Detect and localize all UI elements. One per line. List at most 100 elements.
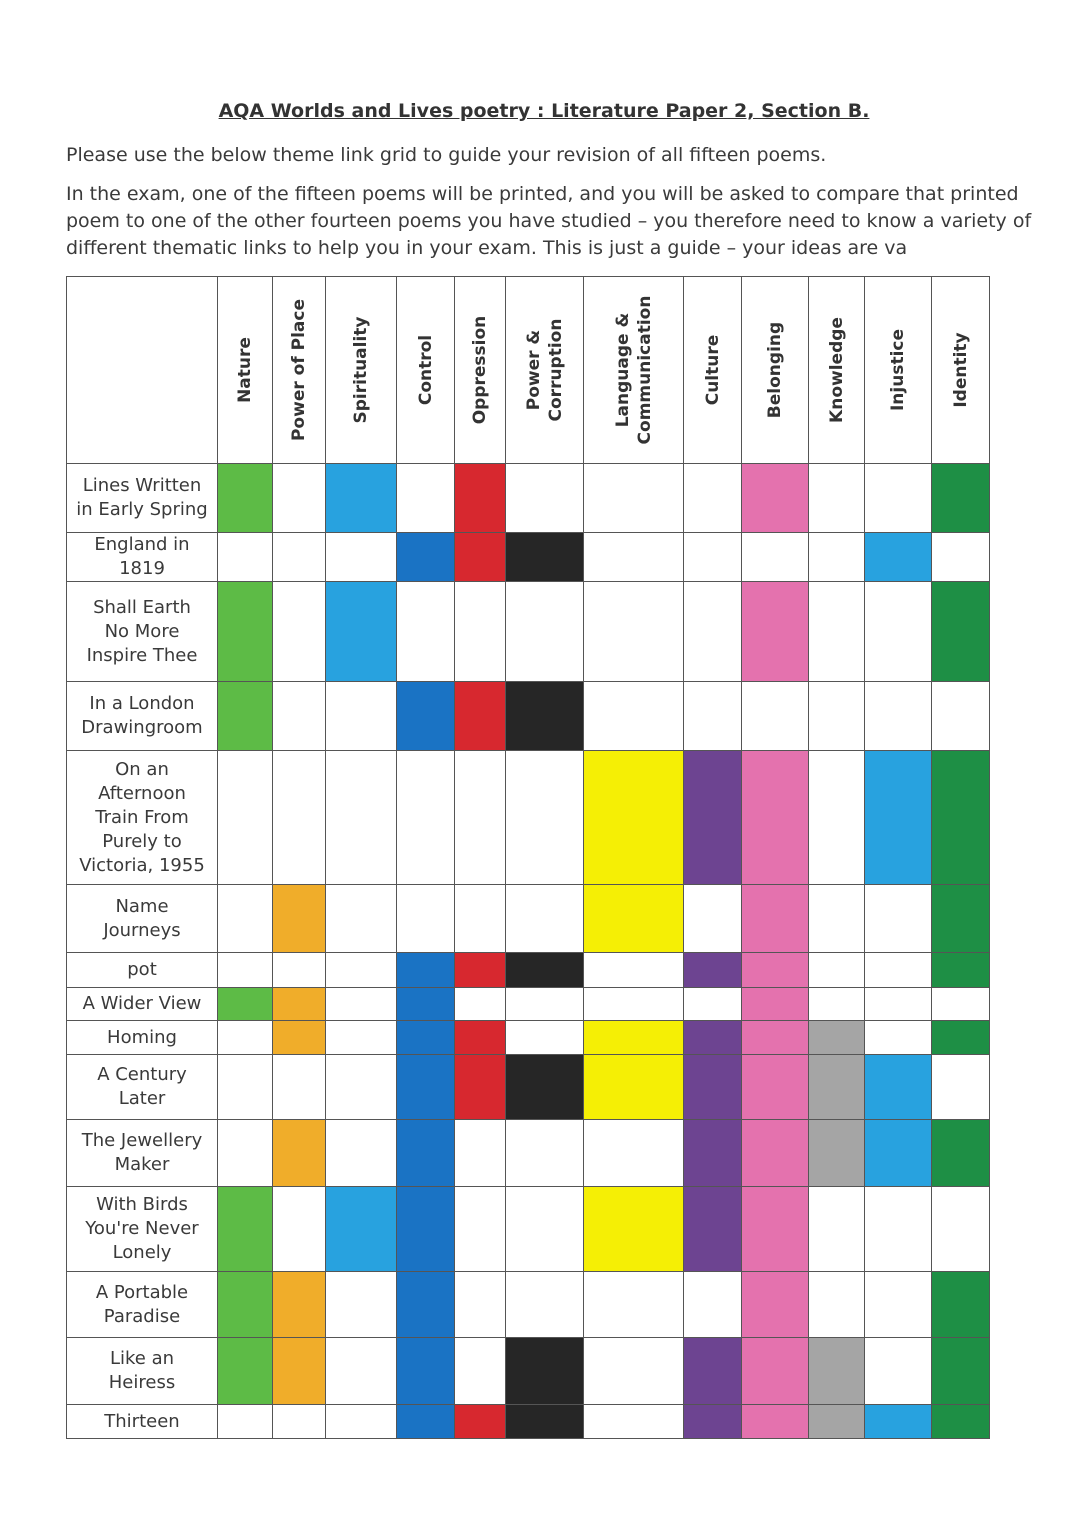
link-cell-power	[505, 1404, 584, 1439]
theme-header-control: Control	[396, 276, 455, 464]
link-cell-control	[396, 1186, 455, 1272]
link-cell-knowledge	[808, 1404, 865, 1439]
empty-cell	[864, 1337, 932, 1405]
poem-title: Thirteen	[66, 1404, 218, 1439]
link-cell-oppression	[454, 952, 506, 988]
poem-title: Shall Earth No More Inspire Thee	[66, 581, 218, 682]
empty-cell	[864, 1186, 932, 1272]
empty-cell	[396, 581, 455, 682]
link-cell-control	[396, 681, 455, 751]
empty-cell	[325, 1337, 397, 1405]
poem-row: Like an Heiress	[66, 1337, 990, 1405]
link-cell-identity	[931, 750, 990, 885]
empty-cell	[583, 581, 684, 682]
link-cell-identity	[931, 463, 990, 533]
empty-cell	[505, 987, 584, 1021]
link-cell-nature	[217, 1271, 273, 1338]
link-cell-place	[272, 884, 326, 953]
link-cell-power	[505, 532, 584, 582]
empty-cell	[325, 681, 397, 751]
empty-cell	[505, 884, 584, 953]
link-cell-control	[396, 1271, 455, 1338]
empty-cell	[325, 1119, 397, 1187]
poem-title: A Wider View	[66, 987, 218, 1021]
empty-cell	[505, 581, 584, 682]
poem-row: England in 1819	[66, 532, 990, 582]
empty-cell	[683, 681, 742, 751]
link-cell-belonging	[741, 1337, 809, 1405]
empty-cell	[583, 1337, 684, 1405]
empty-cell	[272, 681, 326, 751]
empty-cell	[396, 463, 455, 533]
link-cell-knowledge	[808, 1119, 865, 1187]
link-cell-belonging	[741, 952, 809, 988]
link-cell-knowledge	[808, 1020, 865, 1055]
link-cell-oppression	[454, 463, 506, 533]
theme-header-culture: Culture	[683, 276, 742, 464]
link-cell-oppression	[454, 1404, 506, 1439]
poem-row: In a London Drawingroom	[66, 681, 990, 751]
link-cell-identity	[931, 1119, 990, 1187]
link-cell-belonging	[741, 1404, 809, 1439]
theme-label-oppression: Oppression	[470, 315, 490, 425]
empty-cell	[583, 532, 684, 582]
theme-label-culture: Culture	[702, 334, 723, 406]
theme-label-nature: Nature	[235, 337, 255, 403]
theme-label-control: Control	[415, 334, 436, 406]
link-cell-oppression	[454, 1054, 506, 1120]
poem-row: With Birds You're Never Lonely	[66, 1186, 990, 1272]
link-cell-identity	[931, 581, 990, 682]
theme-label-power: Power & Corruption	[523, 318, 566, 422]
link-cell-place	[272, 1271, 326, 1338]
link-cell-language	[583, 1054, 684, 1120]
empty-cell	[272, 952, 326, 988]
link-cell-injustice	[864, 1119, 932, 1187]
theme-header-language: Language & Communication	[583, 276, 684, 464]
empty-cell	[217, 1119, 273, 1187]
empty-cell	[505, 463, 584, 533]
link-cell-power	[505, 681, 584, 751]
empty-cell	[325, 952, 397, 988]
empty-cell	[864, 581, 932, 682]
link-cell-belonging	[741, 463, 809, 533]
empty-cell	[808, 884, 865, 953]
empty-cell	[683, 532, 742, 582]
theme-header-identity: Identity	[931, 276, 990, 464]
link-cell-place	[272, 1119, 326, 1187]
link-cell-nature	[217, 987, 273, 1021]
empty-cell	[505, 1119, 584, 1187]
empty-cell	[683, 1271, 742, 1338]
empty-cell	[505, 750, 584, 885]
link-cell-power	[505, 1337, 584, 1405]
link-cell-language	[583, 1020, 684, 1055]
link-cell-belonging	[741, 1054, 809, 1120]
empty-cell	[583, 987, 684, 1021]
theme-label-identity: Identity	[950, 332, 971, 408]
empty-cell	[272, 1404, 326, 1439]
link-cell-injustice	[864, 1404, 932, 1439]
link-cell-culture	[683, 1054, 742, 1120]
empty-cell	[808, 987, 865, 1021]
link-cell-control	[396, 1337, 455, 1405]
link-cell-control	[396, 1054, 455, 1120]
link-cell-culture	[683, 1119, 742, 1187]
empty-cell	[325, 1054, 397, 1120]
link-cell-power	[505, 1054, 584, 1120]
empty-cell	[808, 581, 865, 682]
link-cell-belonging	[741, 1271, 809, 1338]
link-cell-belonging	[741, 987, 809, 1021]
link-cell-culture	[683, 952, 742, 988]
poem-row: A Century Later	[66, 1054, 990, 1120]
link-cell-control	[396, 1404, 455, 1439]
empty-cell	[741, 532, 809, 582]
link-cell-spirit	[325, 1186, 397, 1272]
empty-cell	[325, 1404, 397, 1439]
link-cell-control	[396, 987, 455, 1021]
empty-cell	[325, 532, 397, 582]
theme-label-knowledge: Knowledge	[826, 317, 847, 423]
grid-corner	[66, 276, 218, 464]
link-cell-injustice	[864, 1054, 932, 1120]
theme-link-grid: Nature Power of Place Spirituality Control O…	[66, 276, 990, 1439]
empty-cell	[217, 952, 273, 988]
poem-row: pot	[66, 952, 990, 988]
